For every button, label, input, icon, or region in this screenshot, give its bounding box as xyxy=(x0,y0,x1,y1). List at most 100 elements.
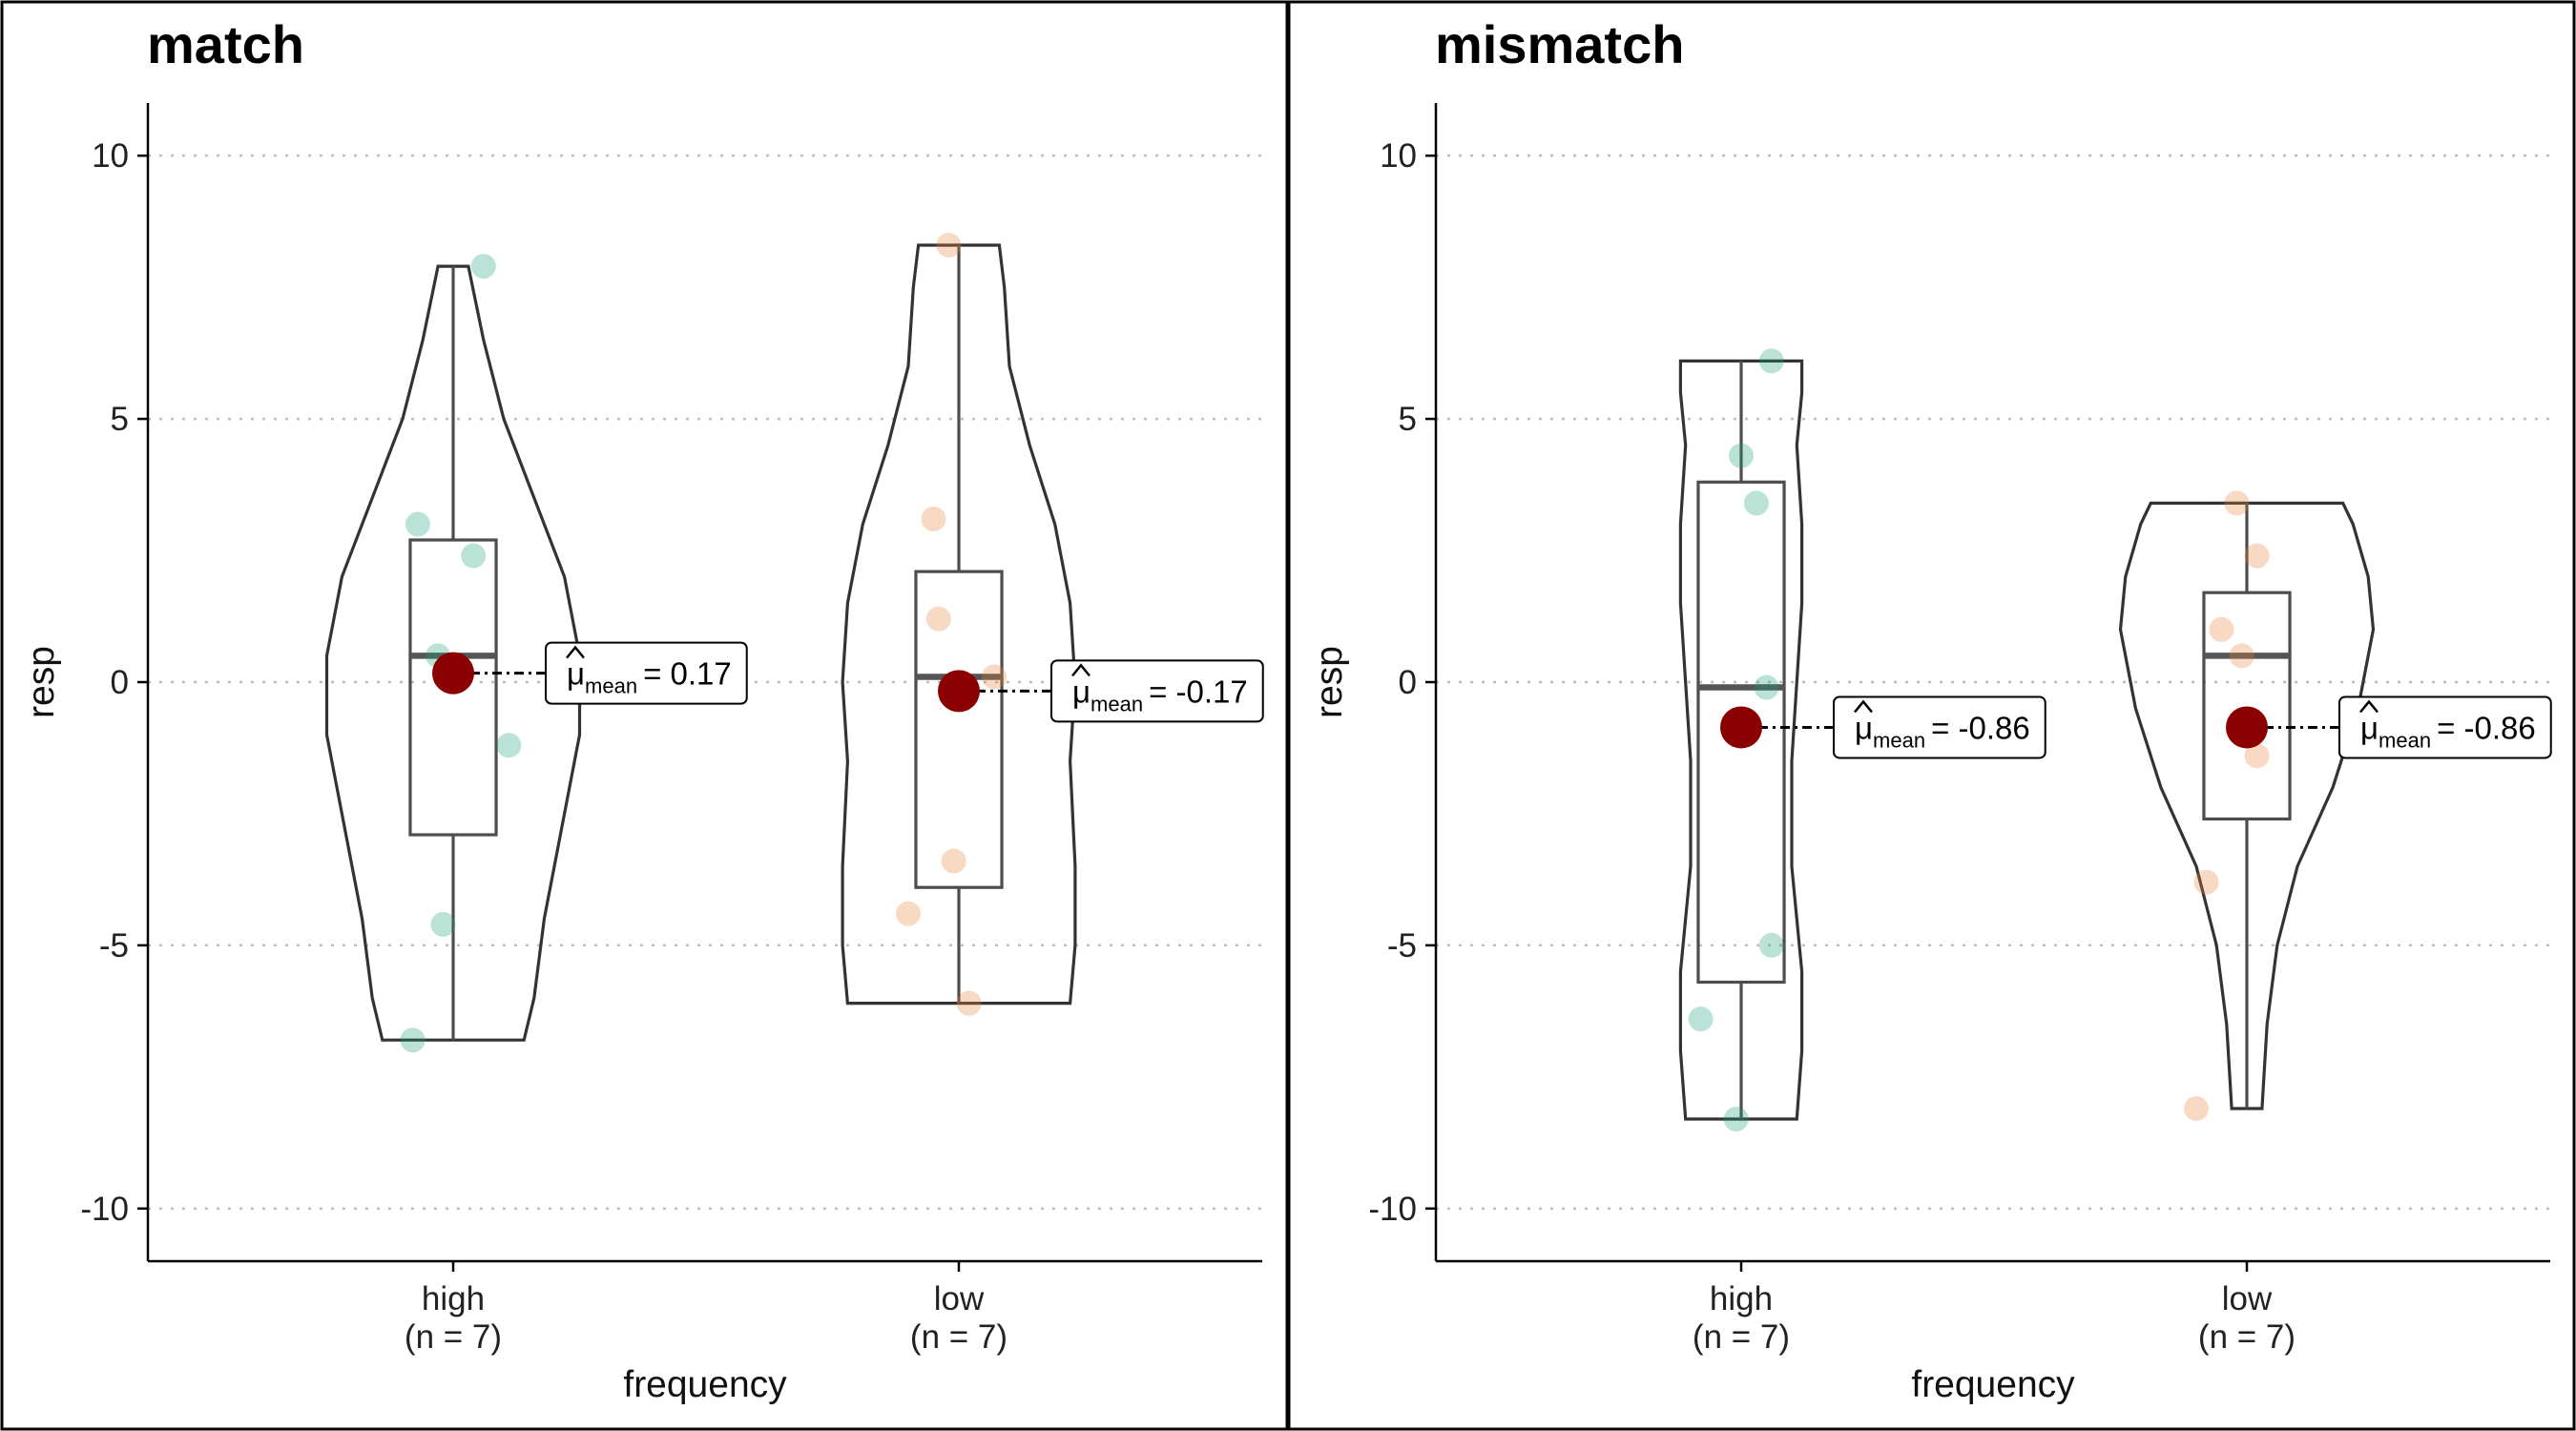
group-low: μmean = -0.17 xyxy=(841,232,1264,1016)
mean-hat-mark xyxy=(566,645,585,659)
mean-symbol: μ xyxy=(567,656,585,692)
x-axis: high(n = 7)low(n = 7) frequency xyxy=(1436,1259,2550,1405)
data-point xyxy=(2244,743,2270,769)
panel-title: match xyxy=(147,14,304,74)
data-point xyxy=(936,232,962,258)
mean-point xyxy=(1720,706,1762,749)
data-point xyxy=(2193,869,2219,895)
data-point xyxy=(941,848,966,874)
panel-title: mismatch xyxy=(1435,14,1684,74)
data-point xyxy=(1729,443,1754,468)
y-axis: -10 -5 0 5 10 resp xyxy=(1309,103,1438,1261)
mean-label: μmean = 0.17 xyxy=(545,641,748,705)
mean-label-box xyxy=(1050,659,1264,723)
x-axis-title: frequency xyxy=(1911,1364,2075,1405)
x-axis: high(n = 7)low(n = 7) frequency xyxy=(148,1259,1262,1405)
mean-label-text: μmean = 0.17 xyxy=(567,656,732,698)
y-tick-label: -5 xyxy=(99,927,129,964)
x-tick-count-label: (n = 7) xyxy=(1693,1318,1790,1356)
x-tick-count-label: (n = 7) xyxy=(910,1318,1008,1356)
mean-point xyxy=(2226,706,2268,749)
y-tick-label: -5 xyxy=(1387,927,1417,964)
data-point xyxy=(2209,616,2234,642)
y-tick-label: 10 xyxy=(1380,137,1417,175)
iqr-box xyxy=(408,538,498,837)
y-tick-label: 0 xyxy=(1399,664,1417,701)
mean-hat-mark xyxy=(1071,663,1091,677)
data-point xyxy=(2229,643,2254,669)
data-point xyxy=(496,733,522,758)
y-tick-label: 0 xyxy=(111,664,129,701)
mean-subscript: mean xyxy=(585,674,637,698)
mean-label: μmean = -0.86 xyxy=(1833,695,2046,759)
mean-label-text: μmean = -0.17 xyxy=(1072,674,1248,716)
iqr-box xyxy=(1696,480,1786,985)
mean-symbol: μ xyxy=(1072,674,1091,709)
data-point xyxy=(1758,932,1784,958)
mean-symbol: μ xyxy=(1855,710,1873,745)
mean-value: = -0.86 xyxy=(1931,710,2030,745)
mean-subscript: mean xyxy=(1091,692,1143,716)
group-high: μmean = 0.17 xyxy=(324,254,748,1053)
data-point xyxy=(2244,543,2270,569)
mean-point xyxy=(432,652,474,695)
y-tick-label: 5 xyxy=(1399,401,1417,438)
data-point xyxy=(925,606,951,632)
x-tick-label: low xyxy=(934,1280,985,1317)
mean-subscript: mean xyxy=(2379,728,2431,752)
data-point xyxy=(470,254,496,280)
violin-outline xyxy=(324,264,582,1042)
data-point xyxy=(1688,1006,1714,1032)
y-tick-label: 5 xyxy=(111,401,129,438)
group-low: μmean = -0.86 xyxy=(2118,490,2552,1121)
y-tick-label: 10 xyxy=(92,137,129,175)
x-axis-title: frequency xyxy=(623,1364,787,1405)
violin-outline xyxy=(1678,359,1804,1121)
mean-value: = -0.17 xyxy=(1149,674,1248,709)
mean-value: = 0.17 xyxy=(643,656,732,692)
mean-value: = -0.86 xyxy=(2437,710,2536,745)
data-point xyxy=(982,664,1008,690)
mean-hat-mark xyxy=(2359,699,2379,714)
mean-label-box xyxy=(1833,695,2046,759)
x-tick-label: high xyxy=(1710,1280,1773,1317)
mean-label-box xyxy=(545,641,748,705)
y-axis-title: resp xyxy=(21,646,62,718)
data-point xyxy=(430,911,456,937)
iqr-box xyxy=(914,570,1004,889)
mean-hat-mark xyxy=(1854,699,1873,714)
mean-label-text: μmean = -0.86 xyxy=(1855,710,2030,752)
plot-area: μmean = -0.86 μmean = -0.86 xyxy=(1678,348,2552,1132)
group-high: μmean = -0.86 xyxy=(1678,348,2046,1132)
mean-label: μmean = -0.86 xyxy=(2338,695,2552,759)
mean-label: μmean = -0.17 xyxy=(1050,659,1264,723)
iqr-box xyxy=(2202,591,2292,821)
data-point xyxy=(2224,490,2250,516)
data-point xyxy=(1723,1107,1749,1132)
y-tick-label: -10 xyxy=(1368,1191,1417,1228)
data-point xyxy=(405,511,430,537)
data-point xyxy=(896,901,921,926)
y-tick-label: -10 xyxy=(80,1191,129,1228)
data-point xyxy=(461,543,487,569)
violin-outline xyxy=(2118,501,2376,1110)
y-axis-title: resp xyxy=(1309,646,1350,718)
panel-border xyxy=(0,0,1289,1431)
mean-label-box xyxy=(2338,695,2552,759)
data-point xyxy=(2184,1095,2209,1121)
x-tick-count-label: (n = 7) xyxy=(2198,1318,2296,1356)
mean-symbol: μ xyxy=(2360,710,2379,745)
data-point xyxy=(1743,490,1769,516)
x-tick-label: high xyxy=(422,1280,485,1317)
data-point xyxy=(956,990,982,1016)
data-point xyxy=(400,1027,426,1053)
data-point xyxy=(1754,674,1779,700)
x-tick-label: low xyxy=(2222,1280,2273,1317)
x-tick-count-label: (n = 7) xyxy=(405,1318,502,1356)
panel-border xyxy=(1287,0,2576,1431)
y-axis: -10 -5 0 5 10 resp xyxy=(21,103,150,1261)
mean-label-text: μmean = -0.86 xyxy=(2360,710,2536,752)
